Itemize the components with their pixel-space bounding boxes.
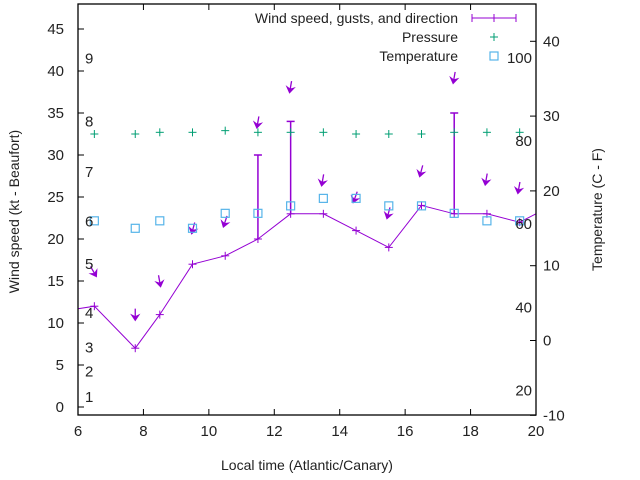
wind-direction-arrow — [319, 174, 327, 186]
wind-direction-arrow — [385, 207, 393, 219]
beaufort-label: 4 — [85, 305, 93, 322]
legend-label-temperature: Temperature — [379, 48, 458, 64]
fahrenheit-label: 100 — [507, 50, 532, 67]
pressure-point — [450, 128, 458, 136]
beaufort-label: 1 — [85, 389, 93, 406]
pressure-point — [287, 128, 295, 136]
temperature-point — [483, 217, 491, 225]
fahrenheit-label: 80 — [515, 133, 532, 150]
fahrenheit-label: 20 — [515, 382, 532, 399]
wind-speed-point — [156, 311, 164, 319]
fahrenheit-label: 60 — [515, 216, 532, 233]
wind-direction-arrow — [254, 116, 262, 128]
y2-axis-title: Temperature (C - F) — [589, 148, 605, 271]
x-tick-label: 18 — [462, 423, 479, 440]
wind-direction-arrow — [131, 309, 139, 321]
y-tick-label: 20 — [47, 231, 64, 248]
x-tick-label: 16 — [397, 423, 414, 440]
y-axis-title: Wind speed (kt - Beaufort) — [6, 130, 22, 293]
x-tick-label: 14 — [331, 423, 348, 440]
y-tick-label: 30 — [47, 147, 64, 164]
series-layer — [78, 72, 536, 352]
y2-tick-label: -10 — [543, 407, 565, 424]
temperature-point — [319, 194, 327, 202]
beaufort-label: 6 — [85, 213, 93, 230]
wind-speed-point — [189, 260, 197, 268]
pressure-point — [156, 128, 164, 136]
pressure-point — [385, 130, 393, 138]
x-axis-title: Local time (Atlantic/Canary) — [221, 457, 393, 473]
y2-tick-label: 40 — [543, 33, 560, 50]
wind-direction-arrow — [156, 275, 164, 287]
y-tick-label: 0 — [56, 399, 64, 416]
pressure-point — [254, 128, 262, 136]
legend-swatch-pressure — [490, 33, 498, 41]
pressure-point — [189, 128, 197, 136]
x-tick-label: 12 — [266, 423, 283, 440]
wind-direction-arrow — [417, 165, 425, 177]
pressure-point — [418, 130, 426, 138]
pressure-point — [131, 130, 139, 138]
y-tick-label: 40 — [47, 63, 64, 80]
y2-tick-label: 20 — [543, 183, 560, 200]
wind-direction-arrow — [515, 182, 523, 194]
y-tick-label: 5 — [56, 357, 64, 374]
wind-speed-point — [319, 210, 327, 218]
legend-label-pressure: Pressure — [402, 29, 458, 45]
y2-tick-label: 0 — [543, 333, 551, 350]
pressure-point — [352, 130, 360, 138]
pressure-point — [90, 130, 98, 138]
wind-direction-arrow — [482, 174, 490, 186]
temperature-point — [131, 224, 139, 232]
x-tick-label: 20 — [528, 423, 545, 440]
axis-labels: 6 8 10 12 14 16 18 20051015202530354045-1001020… — [6, 21, 605, 473]
legend-swatch-temperature — [490, 52, 498, 60]
beaufort-label: 7 — [85, 164, 93, 181]
beaufort-label: 2 — [85, 364, 93, 381]
x-tick-label: 6 — [74, 423, 82, 440]
temperature-point — [221, 209, 229, 217]
plot-frame — [78, 4, 536, 415]
pressure-point — [319, 128, 327, 136]
fahrenheit-label: 40 — [515, 299, 532, 316]
beaufort-label: 8 — [85, 113, 93, 130]
x-tick-label: 10 — [201, 423, 218, 440]
y-tick-label: 15 — [47, 273, 64, 290]
beaufort-label: 5 — [85, 256, 93, 273]
y-tick-label: 25 — [47, 189, 64, 206]
y2-tick-label: 30 — [543, 108, 560, 125]
x-tick-label: 8 — [139, 423, 147, 440]
pressure-point — [483, 128, 491, 136]
beaufort-label: 3 — [85, 339, 93, 356]
axes — [78, 4, 536, 415]
y-tick-label: 45 — [47, 21, 64, 38]
legend: Wind speed, gusts, and direction Pressure… — [255, 10, 516, 64]
wind-speed-line — [78, 205, 536, 348]
pressure-point — [221, 127, 229, 135]
legend-label-wind: Wind speed, gusts, and direction — [255, 10, 458, 26]
wind-direction-arrow — [287, 81, 295, 93]
y2-tick-label: 10 — [543, 258, 560, 275]
y-tick-label: 35 — [47, 105, 64, 122]
wind-speed-point — [221, 252, 229, 260]
beaufort-label: 9 — [85, 50, 93, 67]
temperature-point — [156, 217, 164, 225]
y-tick-label: 10 — [47, 315, 64, 332]
wind-speed-point — [352, 227, 360, 235]
temperature-point — [385, 202, 393, 210]
wind-direction-arrow — [450, 72, 458, 84]
